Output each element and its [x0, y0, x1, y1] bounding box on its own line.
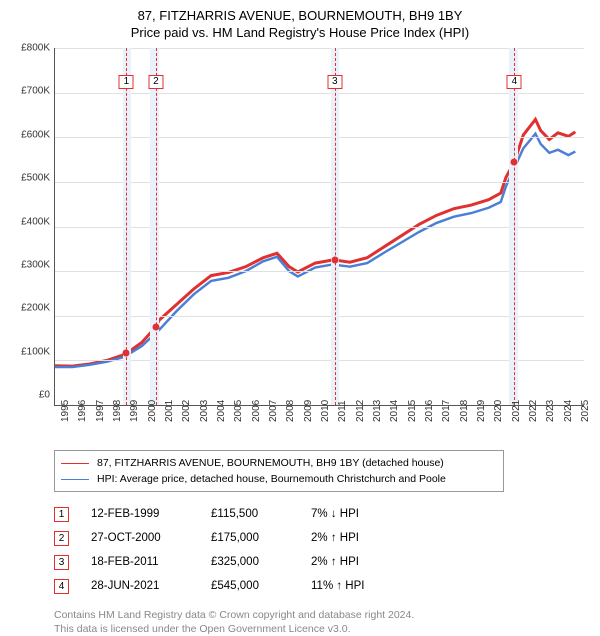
y-tick-label: £600K [21, 129, 50, 140]
transaction-row: 1 12-FEB-1999£115,5007% ↓ HPI [54, 502, 590, 526]
y-tick-label: £700K [21, 86, 50, 97]
series-line-hpi [55, 134, 575, 367]
series-line-price_paid [55, 119, 575, 366]
transaction-price: £545,000 [211, 580, 311, 592]
legend-swatch [61, 463, 89, 464]
transaction-delta: 2% ↑ HPI [311, 532, 421, 544]
gridline [55, 182, 584, 183]
gridline [55, 271, 584, 272]
plot-region: 12 3 4 [54, 48, 584, 406]
chart-area: £800K£700K£600K£500K£400K£300K£200K£100K… [10, 48, 590, 436]
footnote-line: Contains HM Land Registry data © Crown c… [54, 608, 590, 622]
transaction-price: £115,500 [211, 508, 311, 520]
y-tick-label: £200K [21, 303, 50, 314]
transaction-point [331, 256, 338, 263]
shaded-band [150, 48, 159, 405]
legend-label: HPI: Average price, detached house, Bour… [97, 473, 446, 485]
y-tick-label: £800K [21, 43, 50, 54]
legend-swatch [61, 479, 89, 480]
transaction-date: 28-JUN-2021 [91, 580, 211, 592]
transaction-row: 4 28-JUN-2021£545,00011% ↑ HPI [54, 574, 590, 598]
transaction-delta: 7% ↓ HPI [311, 508, 421, 520]
y-tick-label: £100K [21, 346, 50, 357]
transaction-marker: 1 [119, 75, 134, 89]
transactions-table: 1 12-FEB-1999£115,5007% ↓ HPI 2 27-OCT-2000… [54, 502, 590, 598]
transaction-row: 2 27-OCT-2000£175,0002% ↑ HPI [54, 526, 590, 550]
transaction-vline [514, 48, 515, 405]
gridline [55, 93, 584, 94]
gridline [55, 227, 584, 228]
transaction-badge: 1 [54, 507, 69, 522]
gridline [55, 48, 584, 49]
transaction-date: 18-FEB-2011 [91, 556, 211, 568]
y-tick-label: £0 [39, 390, 50, 401]
footnote-line: This data is licensed under the Open Gov… [54, 622, 590, 636]
transaction-vline [335, 48, 336, 405]
y-tick-label: £400K [21, 216, 50, 227]
y-tick-label: £500K [21, 173, 50, 184]
footnote: Contains HM Land Registry data © Crown c… [54, 608, 590, 636]
transaction-marker: 3 [327, 75, 342, 89]
transaction-marker: 2 [148, 75, 163, 89]
gridline [55, 137, 584, 138]
y-axis: £800K£700K£600K£500K£400K£300K£200K£100K… [10, 48, 50, 406]
transaction-point [152, 323, 159, 330]
transaction-badge: 4 [54, 579, 69, 594]
transaction-delta: 2% ↑ HPI [311, 556, 421, 568]
gridline [55, 360, 584, 361]
transaction-delta: 11% ↑ HPI [311, 580, 421, 592]
transaction-badge: 2 [54, 531, 69, 546]
legend: 87, FITZHARRIS AVENUE, BOURNEMOUTH, BH9 … [54, 450, 504, 492]
x-axis: 1995199619971998199920002001200220032004… [54, 406, 584, 436]
legend-label: 87, FITZHARRIS AVENUE, BOURNEMOUTH, BH9 … [97, 457, 444, 469]
x-tick-label: 2025 [580, 412, 600, 422]
transaction-date: 12-FEB-1999 [91, 508, 211, 520]
transaction-date: 27-OCT-2000 [91, 532, 211, 544]
transaction-badge: 3 [54, 555, 69, 570]
transaction-price: £325,000 [211, 556, 311, 568]
transaction-row: 3 18-FEB-2011£325,0002% ↑ HPI [54, 550, 590, 574]
transaction-point [123, 350, 130, 357]
chart-subtitle: Price paid vs. HM Land Registry's House … [10, 25, 590, 40]
y-tick-label: £300K [21, 259, 50, 270]
transaction-price: £175,000 [211, 532, 311, 544]
legend-item: 87, FITZHARRIS AVENUE, BOURNEMOUTH, BH9 … [61, 455, 497, 471]
transaction-vline [156, 48, 157, 405]
transaction-marker: 4 [507, 75, 522, 89]
legend-item: HPI: Average price, detached house, Bour… [61, 471, 497, 487]
chart-title: 87, FITZHARRIS AVENUE, BOURNEMOUTH, BH9 … [10, 8, 590, 23]
gridline [55, 316, 584, 317]
transaction-point [511, 158, 518, 165]
